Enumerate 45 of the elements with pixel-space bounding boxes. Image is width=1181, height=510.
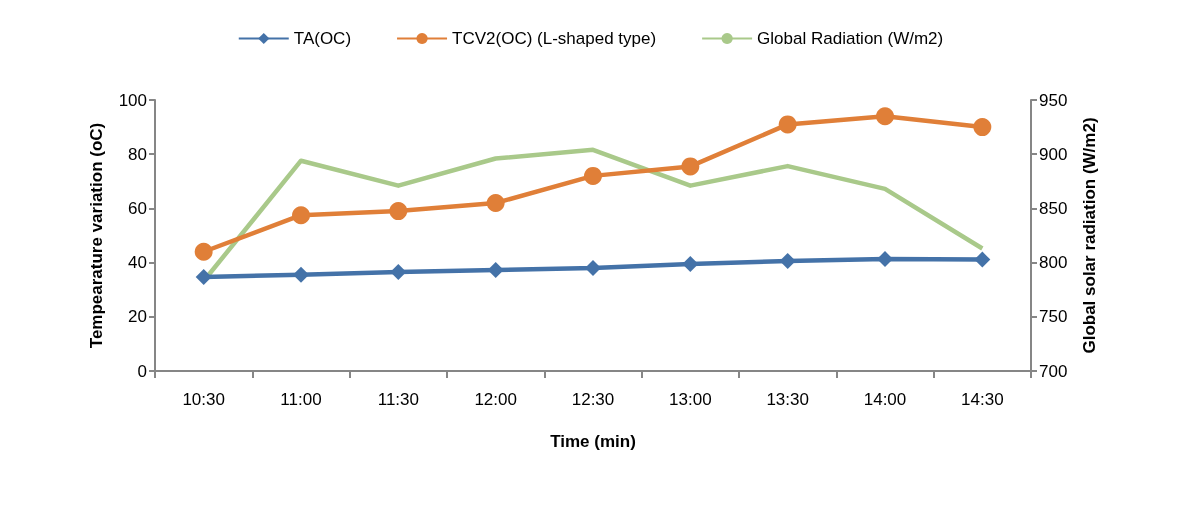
legend-label: Global Radiation (W/m2): [757, 29, 944, 48]
point: [974, 251, 991, 268]
y-tick-label: 0: [137, 361, 147, 381]
y-tick-label: 40: [128, 253, 147, 273]
point: [390, 264, 407, 281]
point: [487, 261, 504, 278]
point: [779, 252, 796, 269]
y-axis-title: Tempearature variation (oC): [87, 122, 106, 349]
x-tick-label: 13:00: [669, 390, 712, 409]
y2-tick-label: 700: [1039, 361, 1068, 381]
x-tick-label: 10:30: [182, 390, 225, 409]
point: [876, 107, 894, 126]
x-tick-label: 14:30: [961, 390, 1004, 409]
y-tick-label: 100: [118, 90, 147, 110]
y2-tick-label: 850: [1039, 198, 1068, 218]
x-tick-label: 12:30: [571, 390, 615, 409]
point: [194, 242, 213, 261]
point: [877, 251, 893, 268]
point: [195, 268, 212, 285]
point: [585, 260, 601, 277]
x-tick-label: 11:00: [280, 390, 322, 409]
y2-axis-title: Global solar radiation (W/m2): [1080, 117, 1099, 354]
y-tick-label: 80: [128, 144, 147, 164]
point: [973, 118, 992, 137]
x-tick-label: 14:00: [863, 390, 907, 409]
y-tick-label: 20: [128, 307, 147, 327]
point: [292, 206, 310, 225]
point: [778, 115, 797, 134]
x-tick-label: 12:00: [474, 390, 517, 409]
legend-label: TCV2(OC) (L-shaped type): [452, 29, 657, 48]
point: [682, 255, 699, 272]
y2-tick-label: 950: [1039, 90, 1068, 110]
point: [681, 157, 700, 176]
y-tick-label: 60: [128, 198, 147, 218]
point: [389, 202, 408, 221]
x-tick-label: 11:30: [377, 390, 419, 409]
x-axis-title: Time (min): [550, 432, 636, 451]
y2-tick-label: 900: [1039, 144, 1068, 164]
point: [584, 166, 602, 185]
point: [486, 193, 505, 212]
legend-label: TA(OC): [293, 29, 352, 48]
y2-tick-label: 800: [1039, 253, 1068, 273]
y2-tick-label: 750: [1039, 307, 1068, 327]
x-tick-label: 13:30: [766, 390, 809, 409]
point: [293, 266, 309, 283]
